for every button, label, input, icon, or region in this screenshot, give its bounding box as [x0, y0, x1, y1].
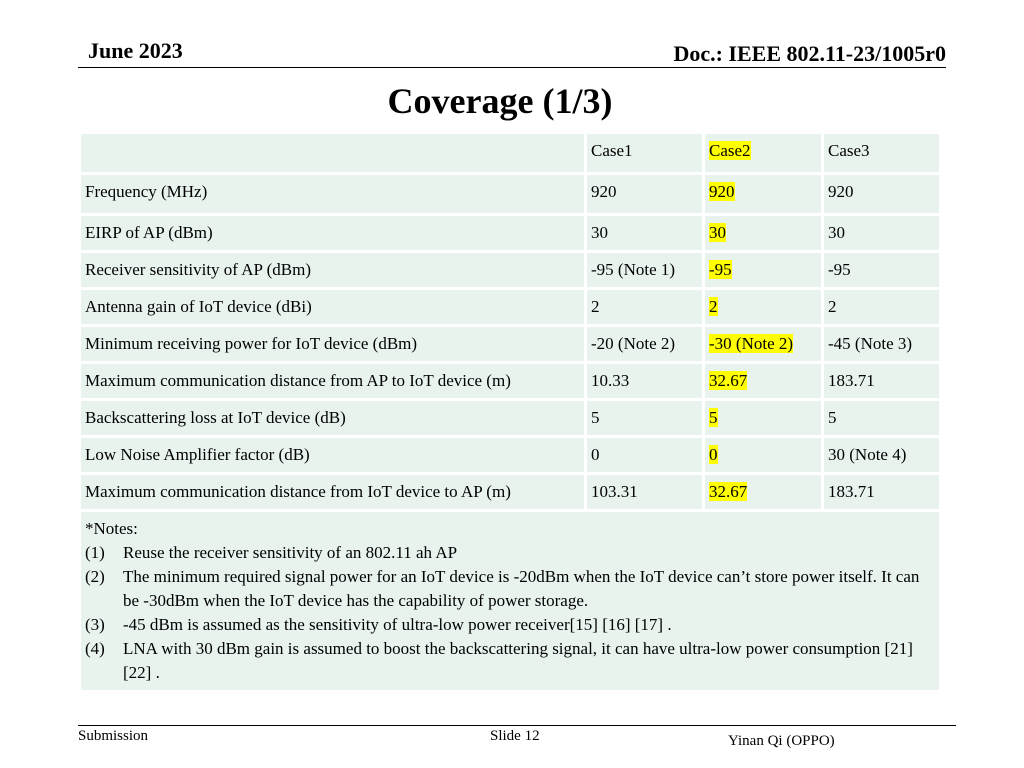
table-cell: -95 (Note 1) — [584, 250, 705, 290]
table-row: Frequency (MHz) 920 920 920 — [78, 172, 942, 216]
row-label: Low Noise Amplifier factor (dB) — [78, 435, 587, 475]
highlighted-value: -95 — [709, 260, 732, 279]
notes-row: *Notes: (1) Reuse the receiver sensitivi… — [78, 509, 942, 693]
row-label: Antenna gain of IoT device (dBi) — [78, 287, 587, 327]
table-header-cell: Case2 — [702, 131, 824, 175]
row-label: Frequency (MHz) — [78, 172, 587, 216]
header-doc-id: Doc.: IEEE 802.11-23/1005r0 — [673, 41, 946, 66]
footer-submission: Submission — [78, 728, 149, 744]
table-header-row: Case1 Case2 Case3 — [78, 131, 942, 175]
table-cell: 2 — [821, 287, 942, 327]
table-cell: -30 (Note 2) — [702, 324, 824, 364]
table-row: Antenna gain of IoT device (dBi) 2 2 2 — [78, 287, 942, 327]
table-cell: 32.67 — [702, 472, 824, 512]
row-label: Maximum communication distance from IoT … — [78, 472, 587, 512]
table-row: Maximum communication distance from IoT … — [78, 472, 942, 512]
note-item: (2) The minimum required signal power fo… — [85, 565, 935, 613]
table-cell: 2 — [584, 287, 705, 327]
footer-slide-number: Slide 12 — [490, 728, 540, 744]
table-cell: 30 — [821, 213, 942, 253]
note-number: (1) — [85, 543, 105, 562]
note-text: The minimum required signal power for an… — [123, 567, 920, 610]
note-number: (3) — [85, 615, 105, 634]
table-row: Receiver sensitivity of AP (dBm) -95 (No… — [78, 250, 942, 290]
table-cell: 920 — [702, 172, 824, 216]
note-text: LNA with 30 dBm gain is assumed to boost… — [123, 639, 913, 682]
table-cell: -45 (Note 3) — [821, 324, 942, 364]
table-header-cell: Case3 — [821, 131, 942, 175]
note-item: (4) LNA with 30 dBm gain is assumed to b… — [85, 637, 935, 685]
table-cell: 183.71 — [821, 361, 942, 401]
highlighted-value: 920 — [709, 182, 735, 201]
table-cell: 30 (Note 4) — [821, 435, 942, 475]
table-cell: 10.33 — [584, 361, 705, 401]
highlighted-value: -30 (Note 2) — [709, 334, 794, 353]
table-cell: 5 — [584, 398, 705, 438]
footer-divider — [78, 725, 956, 726]
table-cell: 30 — [702, 213, 824, 253]
note-number: (4) — [85, 639, 105, 658]
row-label: Receiver sensitivity of AP (dBm) — [78, 250, 587, 290]
table-row: EIRP of AP (dBm) 30 30 30 — [78, 213, 942, 253]
note-number: (2) — [85, 567, 105, 586]
table-header-cell: Case1 — [584, 131, 705, 175]
table-cell: 5 — [702, 398, 824, 438]
slide-title: Coverage (1/3) — [387, 81, 613, 121]
header-label-highlighted: Case2 — [709, 141, 751, 160]
table-cell: 183.71 — [821, 472, 942, 512]
table-row: Minimum receiving power for IoT device (… — [78, 324, 942, 364]
row-label: Maximum communication distance from AP t… — [78, 361, 587, 401]
table-cell: 920 — [821, 172, 942, 216]
table-cell: 2 — [702, 287, 824, 327]
notes-cell: *Notes: (1) Reuse the receiver sensitivi… — [78, 509, 942, 693]
row-label: EIRP of AP (dBm) — [78, 213, 587, 253]
header-label: Case3 — [828, 141, 870, 160]
highlighted-value: 5 — [709, 408, 718, 427]
table-cell: -95 — [702, 250, 824, 290]
table-cell: 5 — [821, 398, 942, 438]
footer-author: Yinan Qi (OPPO) — [728, 733, 835, 749]
table-row: Backscattering loss at IoT device (dB) 5… — [78, 398, 942, 438]
note-text: Reuse the receiver sensitivity of an 802… — [123, 543, 458, 562]
table-cell: -20 (Note 2) — [584, 324, 705, 364]
highlighted-value: 2 — [709, 297, 718, 316]
table-row: Maximum communication distance from AP t… — [78, 361, 942, 401]
table-header-cell — [78, 131, 587, 175]
highlighted-value: 32.67 — [709, 482, 748, 501]
header-label: Case1 — [591, 141, 633, 160]
table-cell: -95 — [821, 250, 942, 290]
table-cell: 32.67 — [702, 361, 824, 401]
table-cell: 30 — [584, 213, 705, 253]
highlighted-value: 32.67 — [709, 371, 748, 390]
table-cell: 0 — [584, 435, 705, 475]
highlighted-value: 0 — [709, 445, 718, 464]
row-label: Minimum receiving power for IoT device (… — [78, 324, 587, 364]
coverage-table: Case1 Case2 Case3 Frequency (MHz) 920 92… — [78, 131, 942, 693]
table-cell: 920 — [584, 172, 705, 216]
table-cell: 0 — [702, 435, 824, 475]
note-text: -45 dBm is assumed as the sensitivity of… — [123, 615, 672, 634]
table-cell: 103.31 — [584, 472, 705, 512]
table-row: Low Noise Amplifier factor (dB) 0 0 30 (… — [78, 435, 942, 475]
notes-title: *Notes: — [85, 519, 138, 538]
highlighted-value: 30 — [709, 223, 726, 242]
note-item: (1) Reuse the receiver sensitivity of an… — [85, 541, 935, 565]
row-label: Backscattering loss at IoT device (dB) — [78, 398, 587, 438]
note-item: (3) -45 dBm is assumed as the sensitivit… — [85, 613, 935, 637]
header-divider — [78, 67, 946, 68]
header-date: June 2023 — [88, 38, 183, 63]
